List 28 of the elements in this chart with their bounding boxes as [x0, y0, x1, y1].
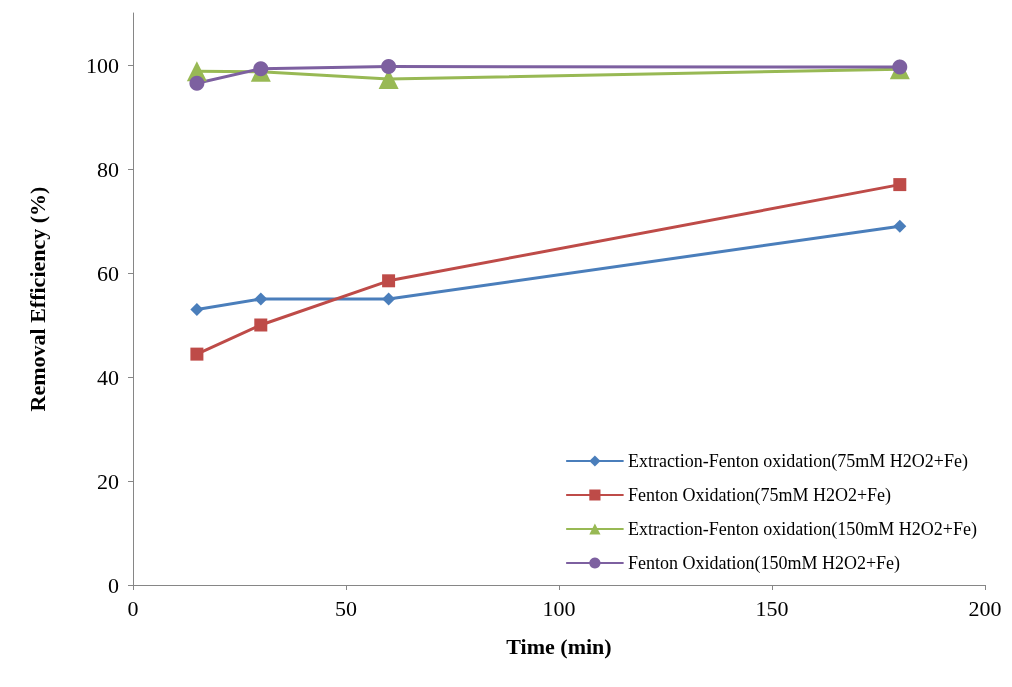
legend-label: Extraction-Fenton oxidation(75mM H2O2+Fe): [627, 451, 969, 472]
point: [381, 59, 397, 75]
legend-label: Extraction-Fenton oxidation(150mM H2O2+Fe): [627, 519, 978, 540]
y-tick-label: 60: [97, 260, 119, 286]
x-tick-label: 0: [127, 595, 139, 621]
y-tick-label: 20: [97, 468, 119, 494]
y-tick-label: 40: [97, 364, 119, 390]
point: [190, 347, 204, 361]
point: [382, 292, 396, 306]
point: [190, 302, 204, 316]
point: [189, 75, 205, 91]
point: [254, 292, 268, 306]
y-tick-label: 80: [97, 156, 119, 182]
x-axis-title: Time (min): [506, 633, 612, 659]
x-tick-label: 100: [542, 595, 576, 621]
x-tick-label: 150: [755, 595, 789, 621]
legend-label: Fenton Oxidation(75mM H2O2+Fe): [627, 485, 892, 506]
point: [253, 61, 269, 77]
legend-label: Fenton Oxidation(150mM H2O2+Fe): [627, 553, 901, 574]
point: [893, 178, 907, 192]
point: [254, 318, 268, 332]
y-tick-label: 100: [86, 52, 119, 78]
y-tick-label: 0: [108, 572, 119, 598]
point: [893, 219, 907, 233]
point: [382, 274, 396, 288]
x-tick-label: 50: [335, 595, 357, 621]
y-axis-title: Removal Efficiency (%): [24, 186, 50, 412]
x-tick-label: 200: [968, 595, 1002, 621]
